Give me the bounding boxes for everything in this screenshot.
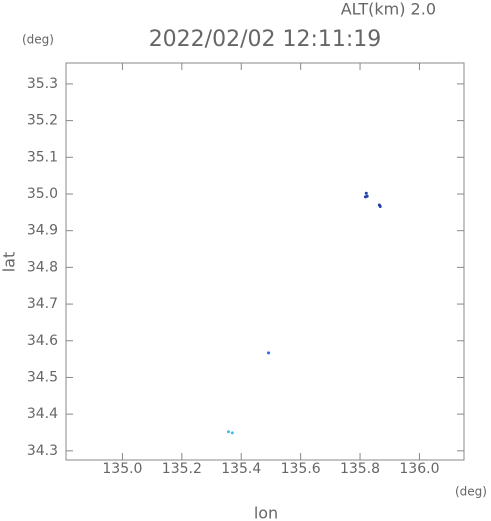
x-tick-label: 136.0 xyxy=(399,461,439,477)
point xyxy=(364,191,368,195)
y-tick-label: 34.3 xyxy=(27,443,58,459)
y-tick-label: 34.4 xyxy=(27,406,58,422)
point xyxy=(226,430,230,434)
point xyxy=(365,194,369,198)
y-tick-label: 34.9 xyxy=(27,223,58,239)
y-axis-label: lat xyxy=(0,252,19,273)
y-tick-label: 34.7 xyxy=(27,296,58,312)
x-tick-label: 135.6 xyxy=(281,461,321,477)
point xyxy=(267,351,271,355)
y-tick-label: 35.0 xyxy=(27,186,58,202)
x-tick-label: 135.4 xyxy=(221,461,261,477)
y-tick-label: 35.3 xyxy=(27,76,58,92)
chart-title: 2022/02/02 12:11:19 xyxy=(149,27,382,52)
y-tick-label: 34.6 xyxy=(27,333,58,349)
altitude-label: ALT(km) 2.0 xyxy=(341,0,436,19)
y-tick-label: 34.5 xyxy=(27,369,58,385)
x-tick-label: 135.8 xyxy=(340,461,380,477)
x-axis-label: lon xyxy=(254,504,278,521)
point xyxy=(230,431,234,435)
x-tick-label: 135.0 xyxy=(102,461,142,477)
y-unit: (deg) xyxy=(22,33,54,47)
x-unit: (deg) xyxy=(455,485,487,499)
x-tick-label: 135.2 xyxy=(162,461,202,477)
point xyxy=(378,204,382,208)
plot-frame xyxy=(65,62,465,461)
y-tick-label: 35.2 xyxy=(27,113,58,129)
y-tick-label: 35.1 xyxy=(27,149,58,165)
y-tick-label: 34.8 xyxy=(27,259,58,275)
